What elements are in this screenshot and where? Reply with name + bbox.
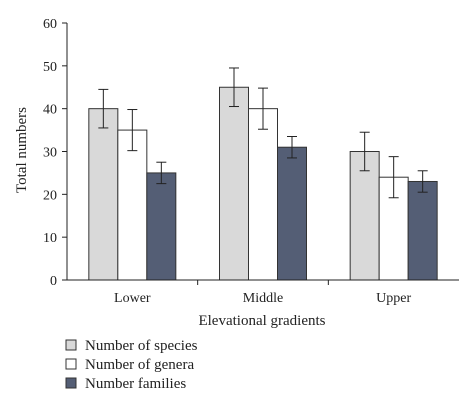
y-axis-label: Total numbers	[14, 107, 30, 193]
y-tick-label: 60	[43, 17, 57, 32]
bar	[248, 108, 278, 281]
x-tick-label: Middle	[243, 291, 283, 306]
legend-swatch	[65, 358, 77, 370]
x-axis-label: Elevational gradients	[198, 313, 325, 329]
x-tick-label: Lower	[114, 291, 151, 306]
legend: Number of species Number of genera Number …	[65, 338, 198, 392]
bar	[117, 129, 148, 281]
x-axis-ticks: Lower Middle Upper	[114, 280, 411, 306]
legend-label: Number of species	[85, 338, 198, 354]
bar	[146, 172, 177, 281]
y-axis-ticks: 0 10 20 30 40 50 60	[43, 17, 67, 289]
bar	[407, 180, 438, 281]
y-tick-label: 30	[43, 146, 57, 161]
bars	[88, 67, 438, 281]
legend-swatch	[65, 377, 77, 389]
bar	[88, 108, 119, 281]
y-tick-label: 10	[43, 231, 57, 246]
bar	[219, 86, 249, 281]
legend-label: Number families	[85, 376, 186, 392]
x-tick-label: Upper	[376, 291, 411, 306]
y-tick-label: 20	[43, 188, 57, 203]
y-tick-label: 0	[50, 274, 57, 289]
bar	[277, 146, 307, 281]
y-tick-label: 40	[43, 103, 57, 118]
legend-swatch	[65, 339, 77, 351]
y-tick-label: 50	[43, 60, 57, 75]
legend-label: Number of genera	[85, 357, 194, 373]
axes	[66, 23, 459, 281]
